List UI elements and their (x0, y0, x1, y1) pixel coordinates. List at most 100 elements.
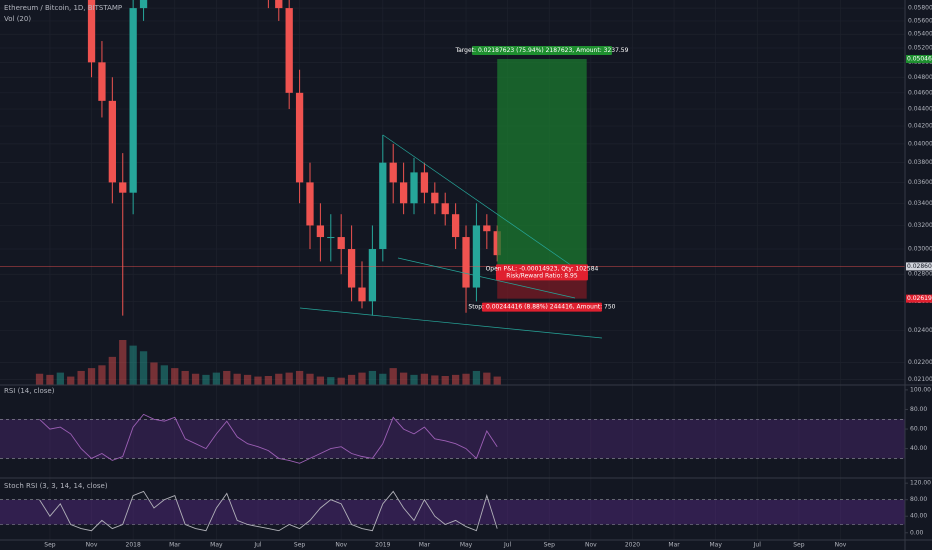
volume-bar (254, 376, 262, 385)
candle-body (441, 203, 449, 215)
candle-body (389, 162, 397, 183)
stop-label: Stop: 0.00244416 (8.88%) 244416, Amount:… (468, 304, 615, 311)
volume-bar (264, 376, 273, 385)
candle-body (119, 182, 127, 193)
volume-bar (139, 351, 148, 385)
y-tick-label: 0.04200000 (908, 123, 932, 130)
y-tick-label: 0.04000000 (908, 140, 932, 147)
y-tick-label: 0.03800000 (908, 159, 932, 166)
stoch_rsi-band (0, 499, 905, 525)
y-tick-label: 0.04400000 (908, 106, 932, 113)
volume-bar (98, 365, 106, 385)
candle-body (139, 0, 148, 9)
candle-body (399, 182, 408, 204)
stoch_rsi-tick-label: 40.00 (910, 513, 927, 520)
x-tick-label: 2019 (375, 542, 390, 549)
volume-bar (483, 372, 491, 385)
volume-bar (243, 374, 252, 385)
y-tick-label: 0.03400000 (908, 200, 932, 207)
pnl-label: Open P&L: -0.00014923, Qty: 102584 (486, 265, 599, 272)
y-tick-label: 0.05400000 (908, 31, 932, 38)
volume-bar (347, 374, 356, 385)
volume-bar (171, 368, 179, 385)
rsi-title: RSI (14, close) (4, 387, 55, 395)
volume-bar (316, 376, 325, 385)
volume-bar (295, 370, 304, 385)
labels: 0.05800000 0.05600000 0.05400000 0.05200000… (44, 5, 932, 549)
candle-body (275, 0, 283, 9)
volume-title: Vol (20) (4, 15, 31, 23)
volume-bar (337, 377, 345, 385)
stop-price-box (906, 294, 932, 303)
grid (0, 0, 905, 540)
volume-bar (181, 370, 189, 385)
x-tick-label: Nov (585, 542, 597, 549)
volume-bar (285, 372, 293, 385)
stop-price-label: 0.02619177 (907, 295, 932, 302)
rsi-tick-label: 60.00 (910, 426, 927, 433)
x-tick-label: Sep (793, 542, 805, 549)
volume-bar (379, 373, 387, 385)
volume-bar (368, 370, 377, 385)
volume-bar (233, 373, 241, 385)
volume-bar (275, 373, 283, 385)
candle-body (379, 162, 387, 250)
x-tick-label: May (210, 542, 223, 549)
x-tick-label: May (460, 542, 473, 549)
x-tick-label: Mar (419, 542, 431, 549)
entry-price-box (906, 262, 932, 271)
trend-line (397, 257, 576, 299)
volume-bar (358, 372, 366, 385)
target-price-label: 0.05046258 (907, 55, 932, 62)
volume-bar (191, 373, 200, 385)
volume-bar (87, 368, 96, 385)
volume-bar (77, 370, 85, 385)
candle-body (129, 8, 137, 193)
volume-bar (420, 373, 429, 385)
entry-price-label: 0.02860629 (907, 263, 932, 270)
x-tick-label: Sep (544, 542, 556, 549)
x-tick-label: Jul (503, 542, 512, 549)
x-tick-label: May (709, 542, 722, 549)
volume-bar (431, 375, 439, 385)
stoch_rsi-tick-label: 0.00 (910, 529, 924, 536)
chart-title: Ethereum / Bitcoin, 1D, BITSTAMP (4, 4, 122, 12)
candle-body (316, 225, 325, 238)
y-tick-label: 0.05800000 (908, 5, 932, 12)
candle-body (358, 287, 366, 302)
volume-bar (451, 374, 460, 385)
candle-body (108, 100, 116, 183)
volume-bar (472, 370, 481, 385)
candle-body (98, 62, 106, 101)
y-tick-label: 0.04600000 (908, 89, 932, 96)
rsi-tick-label: 100.00 (910, 386, 931, 393)
y-tick-label: 0.02800000 (908, 271, 932, 278)
candle-body (368, 249, 377, 302)
x-tick-label: Nov (835, 542, 847, 549)
target-label: Target: 0.02187623 (75.94%) 2187623, Amo… (454, 47, 628, 54)
stoch-title: Stoch RSI (3, 3, 14, 14, close) (4, 482, 108, 490)
volume-bar (108, 356, 116, 385)
trend-line (299, 307, 603, 339)
y-tick-label: 0.05200000 (908, 45, 932, 52)
target-label-box (471, 45, 612, 55)
x-tick-label: Nov (335, 542, 347, 549)
volume-bar (56, 372, 64, 385)
x-tick-label: Mar (668, 542, 680, 549)
x-tick-label: Mar (169, 542, 181, 549)
stoch_rsi-tick-label: 80.00 (910, 496, 927, 503)
volume-bar (160, 365, 168, 385)
y-tick-label: 0.02200000 (908, 359, 932, 366)
x-tick-label: 2018 (126, 542, 141, 549)
candle-body (483, 225, 491, 232)
volume-bar (129, 345, 137, 385)
rsi-tick-label: 40.00 (910, 445, 927, 452)
target-price-box (906, 54, 932, 63)
x-tick-label: Nov (86, 542, 98, 549)
volume-bar (67, 376, 75, 385)
volume-bar (410, 374, 418, 385)
y-tick-label: 0.02400000 (908, 327, 932, 334)
x-tick-label: 2020 (625, 542, 640, 549)
volume-bar (399, 372, 408, 385)
